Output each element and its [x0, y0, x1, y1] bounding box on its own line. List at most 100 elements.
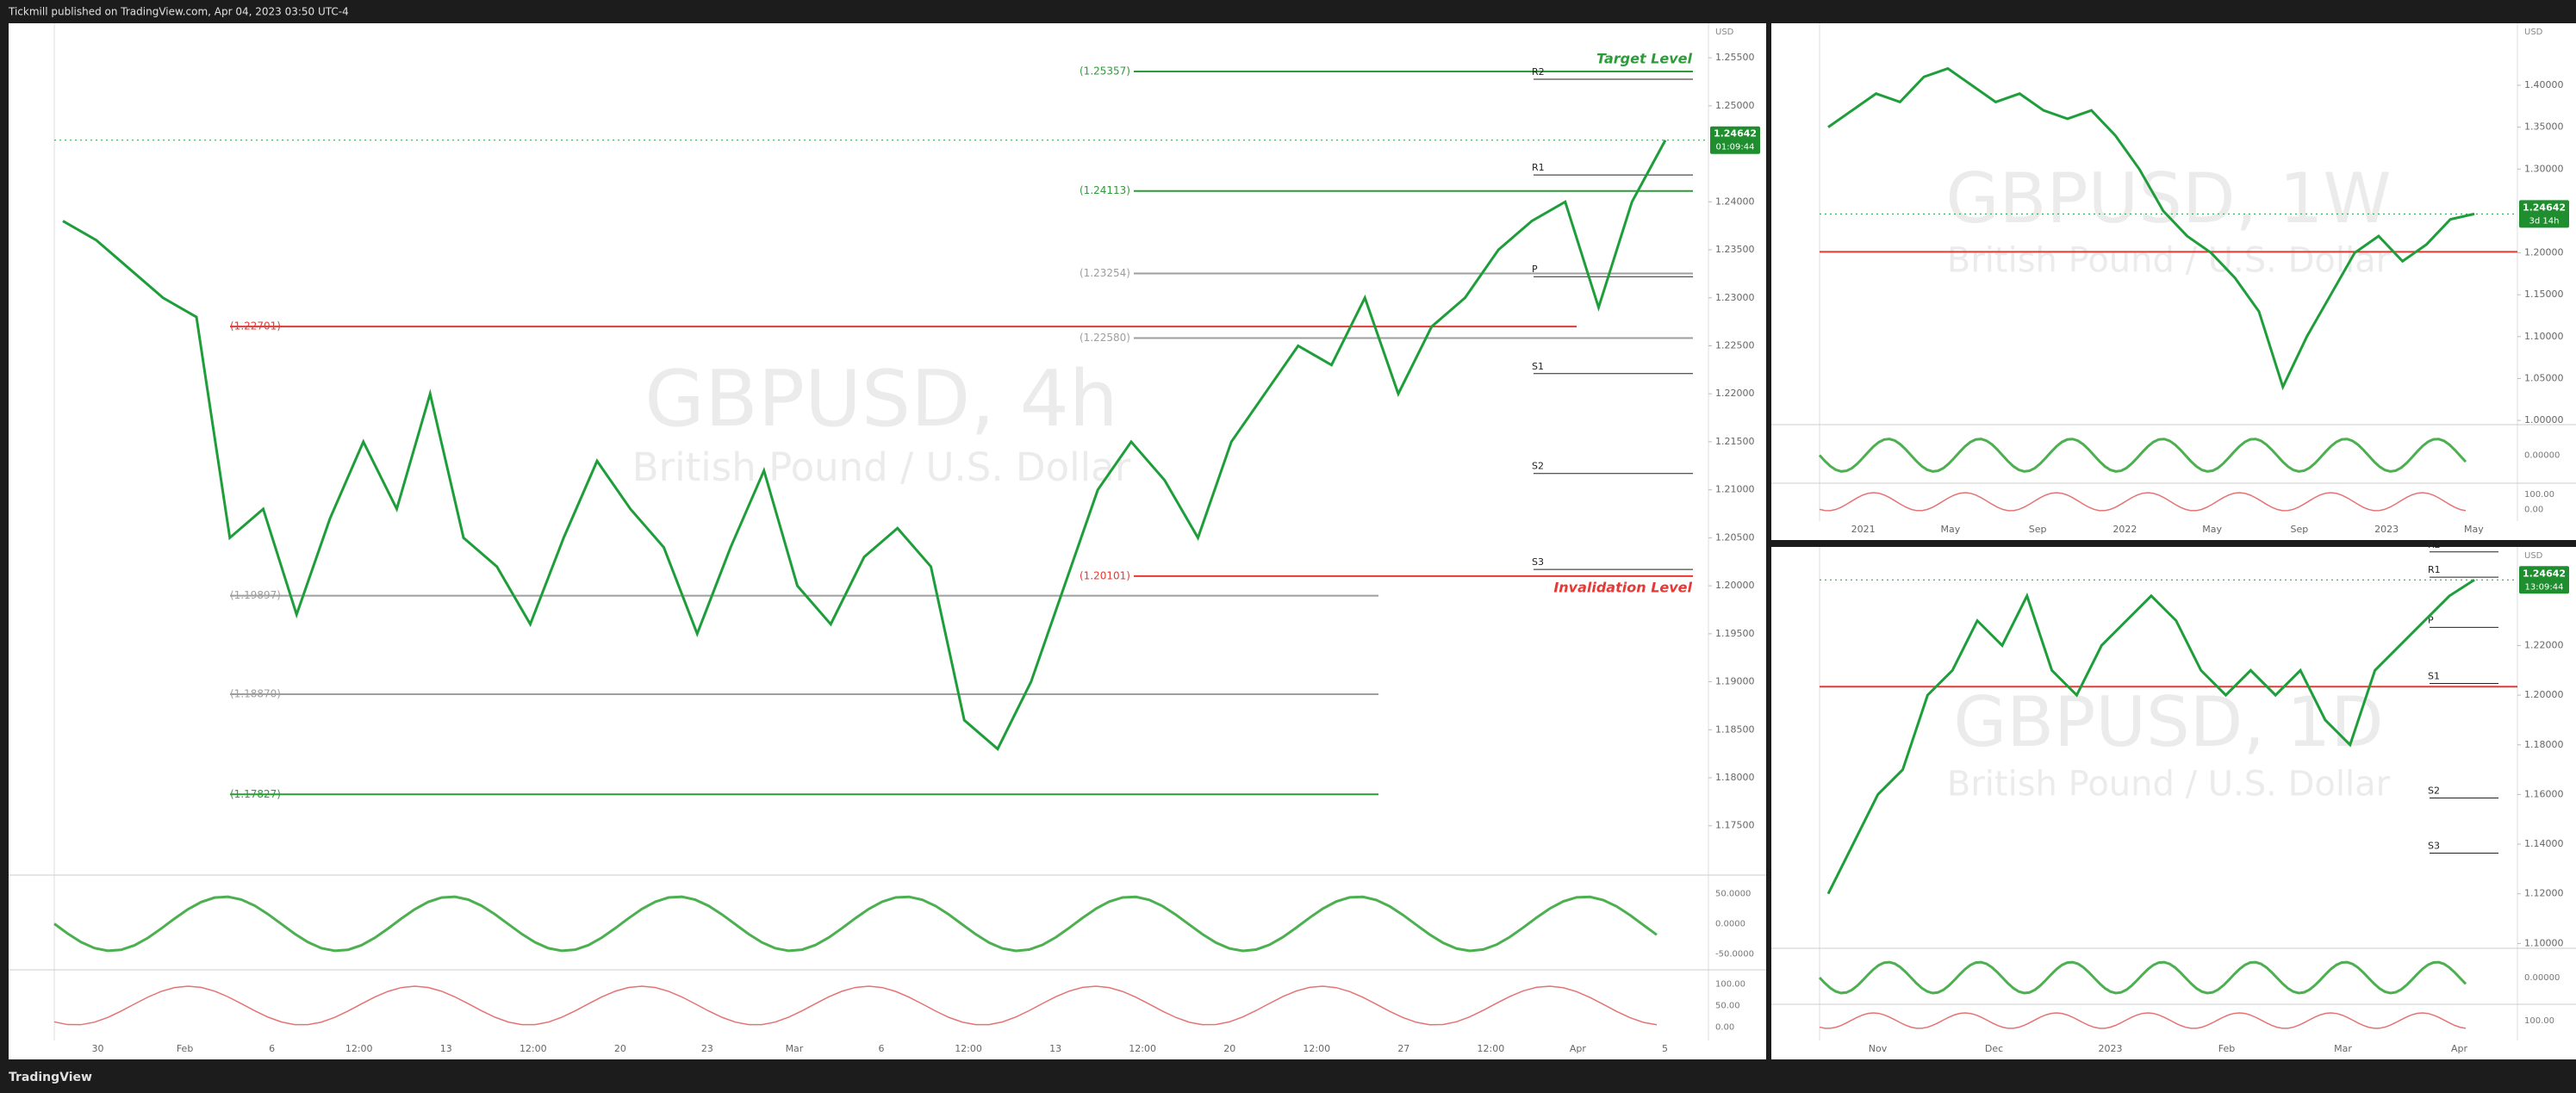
- x-tick-label: Apr: [1570, 1043, 1587, 1054]
- currency: USD: [1715, 28, 1734, 37]
- level-label: (1.17827): [230, 788, 281, 800]
- y-tick-label: 1.21500: [1715, 436, 1755, 447]
- indicator-tick-label: 50.0000: [1715, 890, 1751, 899]
- x-tick-label: May: [2202, 524, 2222, 535]
- y-tick-label: 1.10000: [2524, 937, 2564, 948]
- x-tick-label: 12:00: [1478, 1043, 1505, 1054]
- y-tick-label: 1.19000: [1715, 676, 1755, 687]
- x-tick-label: Nov: [1869, 1043, 1888, 1054]
- indicator-tick-label: 0.00: [1715, 1023, 1734, 1033]
- x-tick-label: Apr: [2451, 1043, 2468, 1054]
- pane-bg: [1771, 23, 2576, 540]
- x-tick-label: 12:00: [1129, 1043, 1156, 1054]
- watermark-sub: British Pound / U.S. Dollar: [1947, 240, 2391, 280]
- y-tick-label: 1.20000: [1715, 580, 1755, 591]
- y-tick-label: 1.05000: [2524, 372, 2564, 383]
- pivot-label: P: [1532, 264, 1538, 275]
- y-tick-label: 1.24000: [1715, 196, 1755, 207]
- oscillator-line: [53, 985, 1658, 1026]
- y-tick-label: 1.40000: [2524, 79, 2564, 90]
- indicator-tick-label: 100.00: [2524, 490, 2554, 500]
- x-tick-label: 13: [440, 1043, 452, 1054]
- countdown: 3d 14h: [2529, 216, 2560, 226]
- watermark: GBPUSD, 1D: [1953, 682, 2383, 762]
- level-label: (1.25357): [1080, 65, 1130, 78]
- pivot-label: S2: [1532, 461, 1544, 472]
- invalidation-label: Invalidation Level: [1553, 580, 1692, 596]
- oscillator-line: [1819, 1012, 2467, 1029]
- x-tick-label: 20: [614, 1043, 626, 1054]
- x-tick-label: 6: [269, 1043, 275, 1054]
- x-tick-label: Mar: [786, 1043, 804, 1054]
- pivot-label: S1: [1532, 361, 1544, 372]
- x-tick-label: 30: [92, 1043, 104, 1054]
- y-tick-label: 1.14000: [2524, 838, 2564, 849]
- logo[interactable]: TradingView: [9, 1071, 92, 1084]
- x-tick-label: 12:00: [1303, 1043, 1330, 1054]
- x-tick-label: 12:00: [520, 1043, 547, 1054]
- indicator-tick-label: 0.0000: [1715, 920, 1745, 929]
- price-line: [1827, 66, 2475, 391]
- x-tick-label: Feb: [2218, 1043, 2235, 1054]
- y-tick-label: 1.22500: [1715, 339, 1755, 351]
- level-label: (1.22701): [230, 320, 281, 332]
- price-tag-label: 1.24642: [1714, 128, 1757, 140]
- level-label: (1.18870): [230, 688, 281, 700]
- oscillator-line: [53, 895, 1658, 953]
- x-tick-label: 12:00: [345, 1043, 373, 1054]
- x-tick-label: 2022: [2112, 524, 2137, 535]
- price-tag: [2519, 566, 2569, 594]
- currency: USD: [2524, 28, 2543, 37]
- pane-bg: [9, 23, 1766, 1059]
- y-tick-label: 1.23000: [1715, 292, 1755, 303]
- level-label: (1.24113): [1080, 184, 1130, 196]
- x-tick-label: Sep: [2029, 524, 2047, 535]
- price-line: [62, 140, 1667, 751]
- indicator-tick-label: 100.00: [2524, 1016, 2554, 1026]
- y-tick-label: 1.16000: [2524, 788, 2564, 799]
- watermark: GBPUSD, 1W: [1946, 158, 2392, 239]
- x-tick-label: 2023: [2099, 1043, 2123, 1054]
- oscillator-line: [1818, 438, 2467, 473]
- y-tick-label: 1.18000: [1715, 772, 1755, 783]
- price-tag-label: 1.24642: [2523, 568, 2566, 579]
- indicator-tick-label: 100.00: [1715, 980, 1745, 990]
- x-tick-label: Dec: [1985, 1043, 2003, 1054]
- pivot-label: R1: [1532, 162, 1545, 173]
- x-tick-label: May: [2464, 524, 2484, 535]
- pane-bg: [1771, 547, 2576, 1059]
- pivot-label: S3: [1532, 556, 1544, 568]
- pivot-label: R2: [1532, 66, 1545, 78]
- y-tick-label: 1.20000: [2524, 689, 2564, 700]
- y-tick-label: 1.12000: [2524, 888, 2564, 899]
- price-tag: [1710, 126, 1760, 154]
- indicator-tick-label: 0.00000: [2524, 451, 2560, 461]
- level-label: (1.19897): [230, 589, 281, 601]
- indicator-tick-label: -50.0000: [1715, 950, 1754, 959]
- level-label: (1.23254): [1080, 267, 1130, 279]
- y-tick-label: 1.30000: [2524, 163, 2564, 174]
- x-tick-label: May: [1941, 524, 1961, 535]
- pivot-label: R1: [2428, 564, 2441, 575]
- x-tick-label: 5: [1662, 1043, 1668, 1054]
- x-tick-label: 20: [1223, 1043, 1235, 1054]
- countdown: 13:09:44: [2525, 582, 2564, 592]
- y-tick-label: 1.18000: [2524, 739, 2564, 750]
- level-label: (1.20101): [1080, 569, 1130, 581]
- x-tick-label: 6: [879, 1043, 885, 1054]
- x-tick-label: 2021: [1851, 524, 1876, 535]
- watermark: GBPUSD, 4h: [644, 354, 1118, 444]
- pivot-label: S1: [2428, 671, 2440, 682]
- watermark-sub: British Pound / U.S. Dollar: [632, 444, 1131, 490]
- x-tick-label: 23: [701, 1043, 713, 1054]
- pivot-label: S3: [2428, 840, 2440, 851]
- countdown: 01:09:44: [1716, 143, 1755, 152]
- y-tick-label: 1.00000: [2524, 414, 2564, 425]
- y-tick-label: 1.20500: [1715, 531, 1755, 543]
- y-tick-label: 1.22000: [2524, 639, 2564, 650]
- currency: USD: [2524, 551, 2543, 561]
